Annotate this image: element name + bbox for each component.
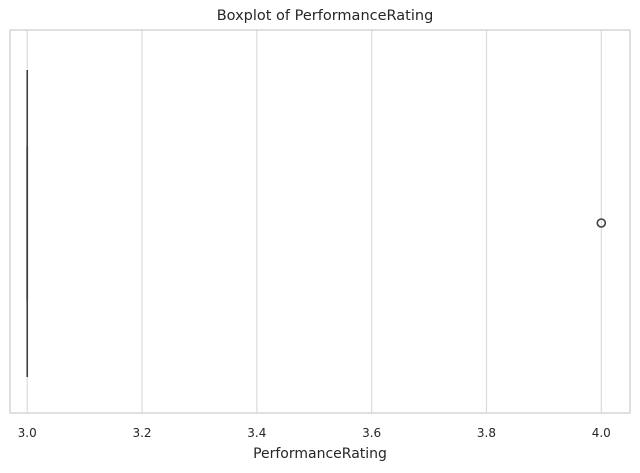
outliers — [596, 218, 607, 228]
chart-title: Boxplot of PerformanceRating — [217, 8, 434, 24]
x-tick-label: 3.0 — [18, 426, 37, 440]
x-axis-ticks: 3.0 3.2 3.4 3.6 3.8 4.0 — [18, 426, 611, 440]
x-tick-label: 4.0 — [592, 426, 611, 440]
x-axis-label: PerformanceRating — [253, 446, 387, 462]
plot-area-frame — [9, 29, 631, 414]
outlier-point — [596, 218, 607, 228]
x-tick-label: 3.8 — [477, 426, 496, 440]
x-tick-label: 3.2 — [132, 426, 151, 440]
x-tick-label: 3.4 — [247, 426, 266, 440]
x-tick-label: 3.6 — [362, 426, 381, 440]
